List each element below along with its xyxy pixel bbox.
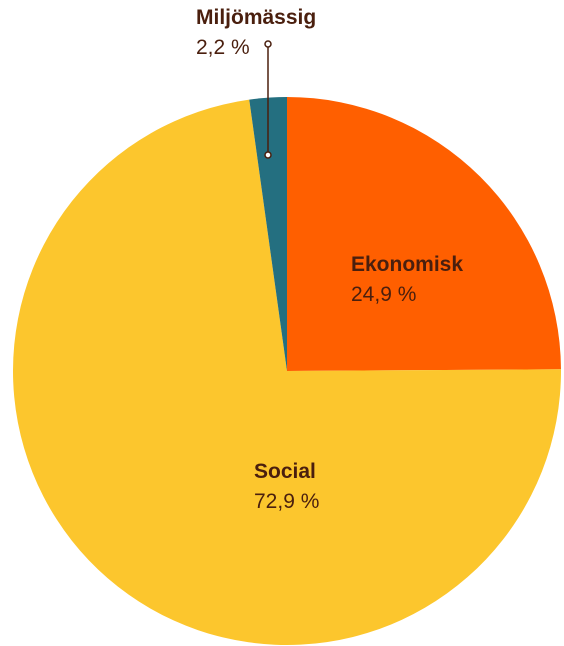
leader-dot: [264, 40, 272, 48]
slices-layer: [12, 96, 561, 645]
slice-label-value: 2,2 %: [196, 36, 250, 59]
labels-layer: Ekonomisk 24,9 % Social 72,9 % Miljömässig 2,…: [196, 6, 463, 513]
slice-label-name: Ekonomisk: [351, 253, 463, 276]
pie-slice-ekonomisk: [287, 97, 561, 371]
slice-label-value: 24,9 %: [351, 283, 416, 306]
leader-dot: [264, 151, 272, 159]
leader-layer: [264, 40, 272, 159]
pie-slice-social: [12, 99, 561, 645]
slice-label-name: Social: [254, 460, 316, 483]
slice-label-name: Miljömässig: [196, 6, 316, 29]
pie-slice-milj-m-ssig: [249, 96, 287, 371]
slice-label-value: 72,9 %: [254, 490, 319, 513]
